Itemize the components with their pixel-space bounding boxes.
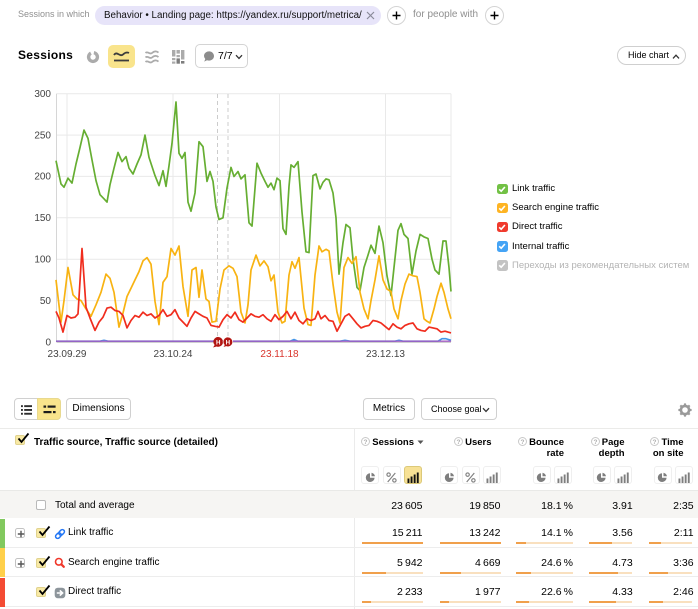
svg-text:200: 200: [34, 172, 51, 183]
svg-text:50: 50: [40, 296, 52, 307]
svg-text:250: 250: [34, 130, 51, 141]
svg-text:300: 300: [34, 89, 51, 100]
svg-text:0: 0: [45, 337, 51, 348]
svg-text:23.09.29: 23.09.29: [48, 349, 87, 360]
svg-text:23.11.18: 23.11.18: [260, 349, 299, 360]
svg-text:23.10.24: 23.10.24: [154, 349, 193, 360]
svg-text:150: 150: [34, 213, 51, 224]
svg-text:100: 100: [34, 255, 51, 266]
svg-text:?: ?: [521, 438, 525, 445]
svg-text:H: H: [216, 340, 221, 347]
svg-text:23.12.13: 23.12.13: [366, 349, 405, 360]
svg-text:H: H: [226, 340, 231, 347]
svg-text:?: ?: [653, 438, 657, 445]
svg-text:?: ?: [457, 438, 461, 445]
svg-text:?: ?: [593, 438, 597, 445]
svg-text:?: ?: [364, 438, 368, 445]
